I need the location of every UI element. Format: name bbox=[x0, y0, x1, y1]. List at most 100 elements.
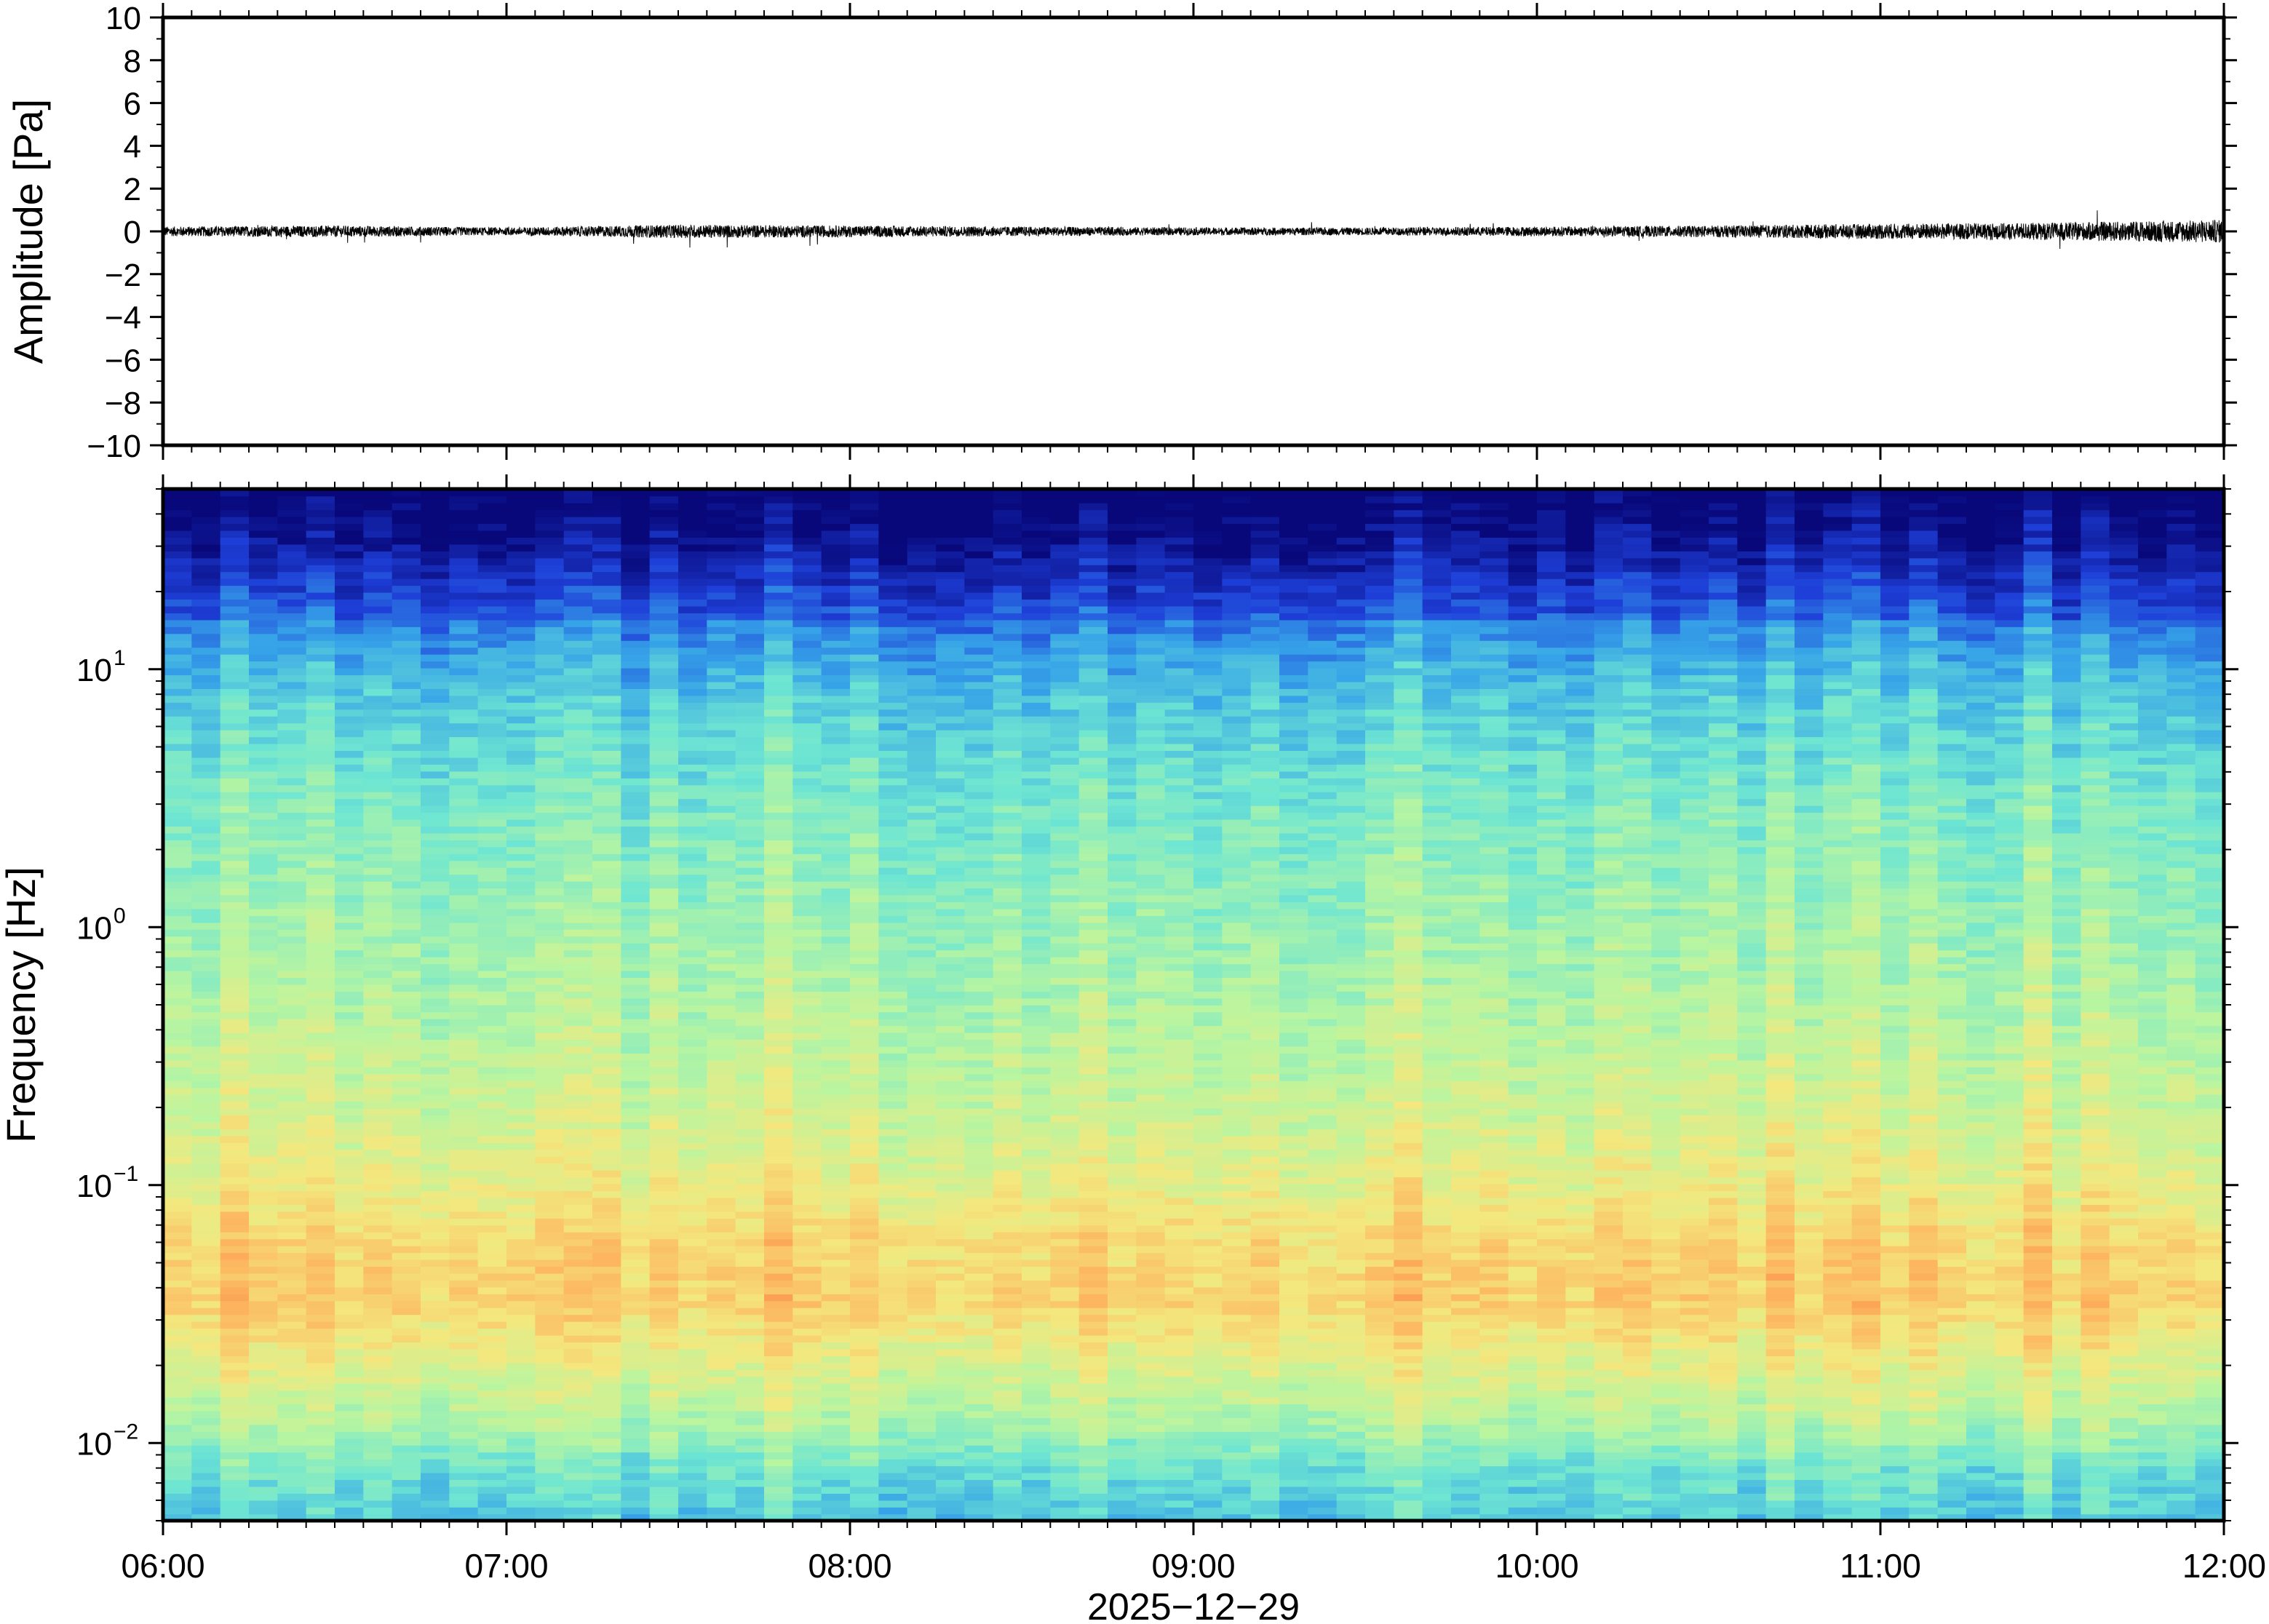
spectrogram-cell bbox=[850, 1039, 880, 1047]
spectrogram-cell bbox=[277, 750, 307, 758]
spectrogram-cell bbox=[563, 681, 593, 689]
spectrogram-cell bbox=[535, 1286, 565, 1294]
spectrogram-cell bbox=[821, 853, 851, 861]
spectrogram-cell bbox=[477, 812, 507, 820]
spectrogram-cell bbox=[621, 764, 651, 772]
spectrogram-cell bbox=[1022, 819, 1052, 827]
spectrogram-cell bbox=[563, 605, 593, 613]
spectrogram-cell bbox=[335, 1011, 365, 1019]
spectrogram-cell bbox=[506, 1067, 536, 1075]
spectrogram-cell bbox=[993, 605, 1022, 613]
spectrogram-cell bbox=[392, 729, 421, 738]
spectrogram-cell bbox=[707, 489, 736, 497]
spectrogram-cell bbox=[535, 1155, 565, 1164]
spectrogram-cell bbox=[392, 1438, 421, 1446]
spectrogram-cell bbox=[363, 667, 393, 676]
spectrogram-cell bbox=[249, 908, 279, 916]
spectrogram-cell bbox=[1050, 1465, 1080, 1473]
spectrogram-cell bbox=[907, 1300, 937, 1308]
spectrogram-cell bbox=[707, 1005, 736, 1013]
spectrogram-cell bbox=[363, 805, 393, 813]
spectrogram-cell bbox=[421, 1493, 450, 1501]
spectrogram-cell bbox=[592, 1266, 622, 1274]
spectrogram-cell bbox=[678, 894, 708, 902]
spectrogram-cell bbox=[621, 1218, 651, 1226]
spectrogram-cell bbox=[191, 743, 221, 752]
spectrogram-cell bbox=[477, 757, 507, 765]
spectrogram-cell bbox=[792, 1115, 822, 1123]
spectrogram-cell bbox=[506, 681, 536, 689]
spectrogram-cell bbox=[735, 894, 765, 902]
spectrogram-cell bbox=[792, 647, 822, 655]
spectrogram-cell bbox=[249, 1094, 279, 1102]
spectrogram-cell bbox=[649, 729, 679, 738]
spectrogram-cell bbox=[335, 977, 365, 985]
spectrogram-cell bbox=[277, 991, 307, 999]
spectrogram-cell bbox=[191, 633, 221, 641]
spectrogram-cell bbox=[821, 1204, 851, 1212]
spectrogram-cell bbox=[592, 1135, 622, 1143]
spectrogram-cell bbox=[592, 1356, 622, 1364]
spectrogram-cell bbox=[477, 1218, 507, 1226]
spectrogram-cell bbox=[792, 1362, 822, 1370]
spectrogram-cell bbox=[421, 1032, 450, 1040]
spectrogram-cell bbox=[850, 551, 880, 559]
spectrogram-cell bbox=[477, 1067, 507, 1075]
spectrogram-cell bbox=[649, 736, 679, 744]
spectrogram-cell bbox=[392, 537, 421, 545]
spectrogram-cell bbox=[191, 667, 221, 676]
spectrogram-cell bbox=[220, 1458, 250, 1467]
spectrogram-cell bbox=[821, 715, 851, 724]
spectrogram-cell bbox=[392, 791, 421, 800]
spectrogram-cell bbox=[277, 688, 307, 696]
spectrogram-cell bbox=[506, 1245, 536, 1254]
spectrogram-cell bbox=[592, 1101, 622, 1109]
spectrogram-cell bbox=[563, 950, 593, 958]
spectrogram-cell bbox=[850, 832, 880, 840]
spectrogram-cell bbox=[306, 667, 335, 676]
spectrogram-cell bbox=[535, 984, 565, 992]
spectrogram-cell bbox=[249, 1362, 279, 1370]
spectrogram-cell bbox=[449, 599, 479, 607]
spectrogram-cell bbox=[506, 530, 536, 538]
spectrogram-cell bbox=[191, 1129, 221, 1137]
spectrogram-cell bbox=[850, 571, 880, 579]
spectrogram-cell bbox=[878, 1163, 908, 1171]
spectrogram-cell bbox=[792, 901, 822, 909]
spectrogram-cell bbox=[1022, 874, 1052, 882]
spectrogram-cell bbox=[936, 1452, 966, 1460]
spectrogram-cell bbox=[936, 757, 966, 765]
spectrogram-cell bbox=[335, 1382, 365, 1391]
spectrogram-cell bbox=[649, 1177, 679, 1185]
spectrogram-cell bbox=[764, 530, 794, 538]
spectrogram-cell bbox=[764, 564, 794, 573]
spectrogram-cell bbox=[649, 1059, 679, 1067]
spectrogram-cell bbox=[792, 1018, 822, 1027]
spectrogram-cell bbox=[735, 695, 765, 703]
spectrogram-cell bbox=[649, 530, 679, 538]
spectrogram-cell bbox=[392, 495, 421, 503]
spectrogram-cell bbox=[563, 653, 593, 662]
spectrogram-cell bbox=[878, 1286, 908, 1294]
spectrogram-cell bbox=[964, 1259, 994, 1267]
spectrogram-cell bbox=[678, 509, 708, 517]
spectrogram-cell bbox=[821, 516, 851, 525]
spectrogram-cell bbox=[191, 1417, 221, 1425]
spectrogram-cell bbox=[621, 956, 651, 965]
spectrogram-cell bbox=[707, 819, 736, 827]
spectrogram-cell bbox=[850, 1396, 880, 1405]
spectrogram-cell bbox=[649, 956, 679, 965]
spectrogram-cell bbox=[792, 956, 822, 965]
spectrogram-cell bbox=[592, 1231, 622, 1240]
spectrogram-cell bbox=[277, 1493, 307, 1501]
spectrogram-cell bbox=[678, 1294, 708, 1302]
spectrogram-cell bbox=[907, 1404, 937, 1412]
spectrogram-cell bbox=[907, 998, 937, 1006]
spectrogram-cell bbox=[535, 1142, 565, 1150]
spectrogram-cell bbox=[764, 1231, 794, 1240]
spectrogram-cell bbox=[735, 557, 765, 565]
spectrogram-cell bbox=[449, 640, 479, 648]
spectrogram-cell bbox=[764, 1410, 794, 1418]
spectrogram-cell bbox=[392, 1135, 421, 1143]
spectrogram-cell bbox=[592, 1410, 622, 1418]
